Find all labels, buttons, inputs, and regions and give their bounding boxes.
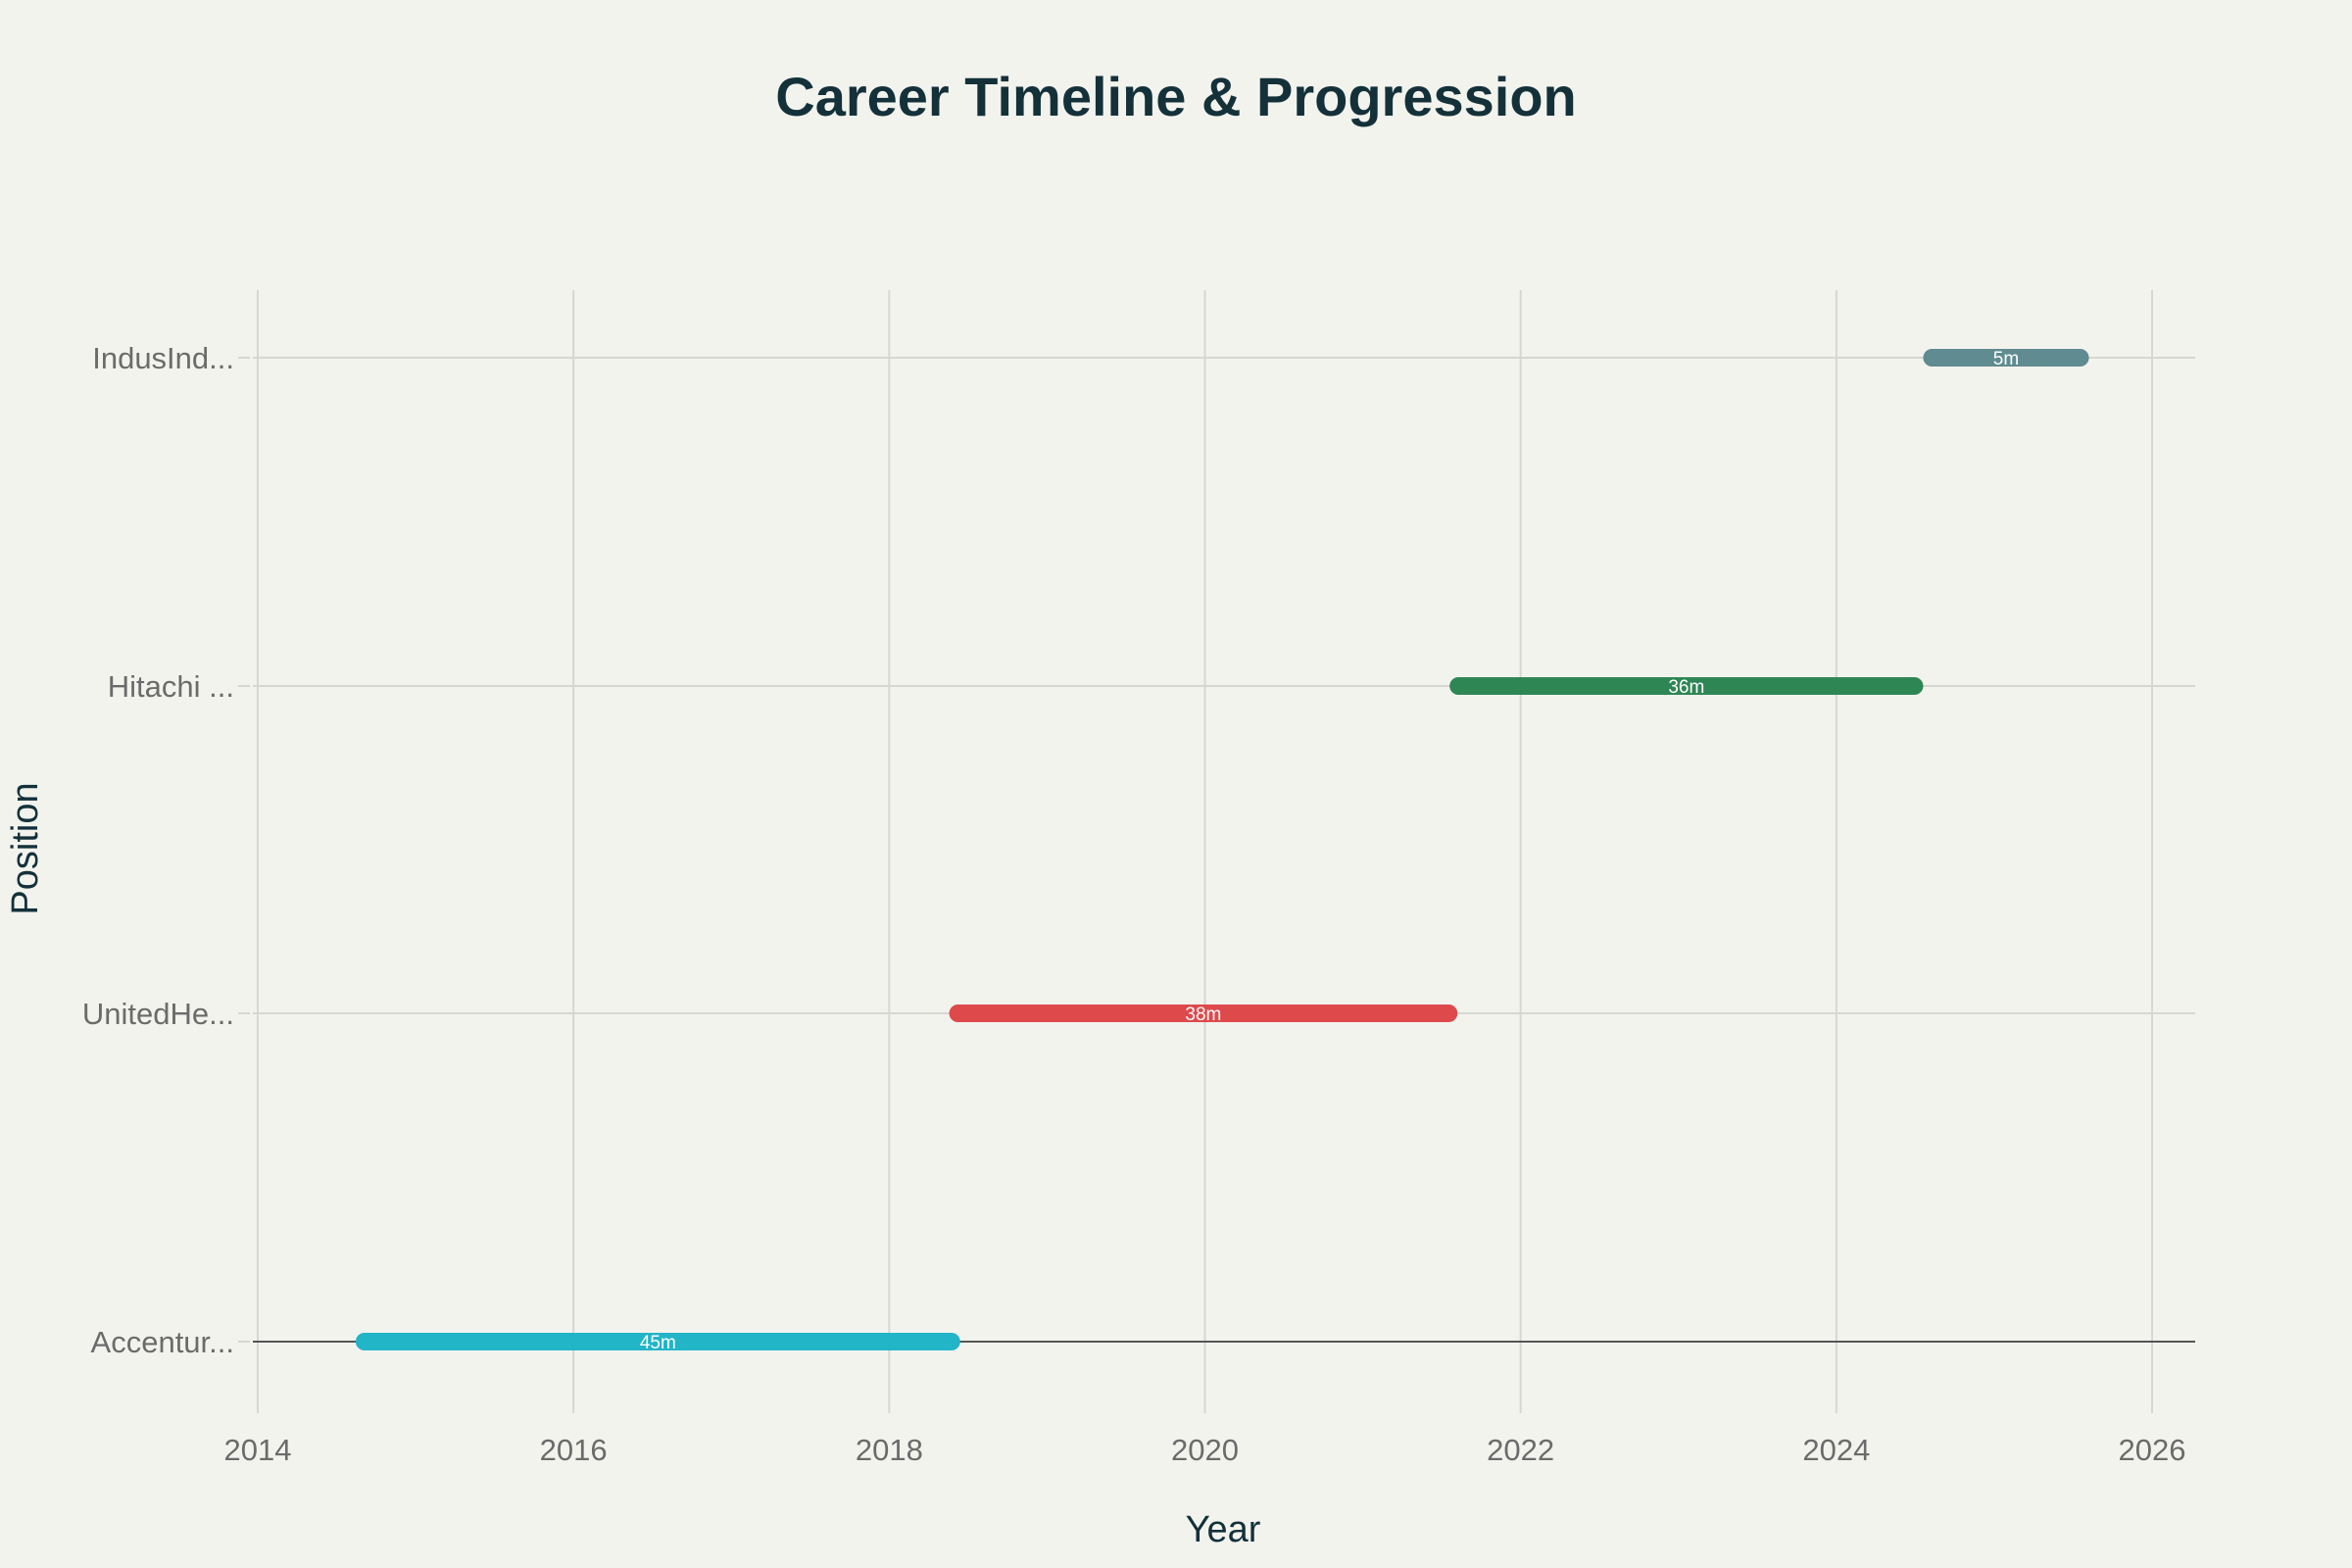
timeline-bar	[355, 1333, 960, 1350]
grid-lines	[253, 290, 2195, 1413]
x-axis-ticks: 2014 2016 2018 2020 2022 2024 2026	[224, 1433, 2186, 1467]
y-tick-label: UnitedHe...	[82, 997, 234, 1031]
x-tick-label: 2024	[1802, 1433, 1870, 1467]
bar-duration-label: 5m	[1993, 349, 2019, 369]
x-axis-title: Year	[1186, 1509, 1261, 1550]
x-tick-label: 2016	[540, 1433, 608, 1467]
timeline-bar	[1923, 349, 2089, 367]
timeline-bars: 45m 38m 36m 5m	[355, 349, 2089, 1353]
x-tick-label: 2018	[856, 1433, 923, 1467]
bar-duration-label: 45m	[640, 1333, 676, 1353]
x-tick-label: 2022	[1487, 1433, 1554, 1467]
y-axis-title: Position	[5, 782, 46, 914]
y-tick-label: Hitachi ...	[108, 669, 234, 704]
x-tick-label: 2020	[1171, 1433, 1239, 1467]
x-tick-label: 2014	[224, 1433, 292, 1467]
bar-duration-label: 36m	[1668, 677, 1704, 698]
timeline-bar	[1449, 677, 1924, 695]
y-tick-label: IndusInd...	[92, 341, 234, 375]
timeline-bar	[949, 1004, 1458, 1022]
bar-duration-label: 38m	[1185, 1004, 1221, 1025]
chart-title: Career Timeline & Progression	[775, 66, 1577, 127]
y-tick-label: Accentur...	[91, 1325, 234, 1359]
y-axis-ticks: Accentur... UnitedHe... Hitachi ... IndusIn…	[82, 341, 250, 1359]
x-tick-label: 2026	[2119, 1433, 2186, 1467]
